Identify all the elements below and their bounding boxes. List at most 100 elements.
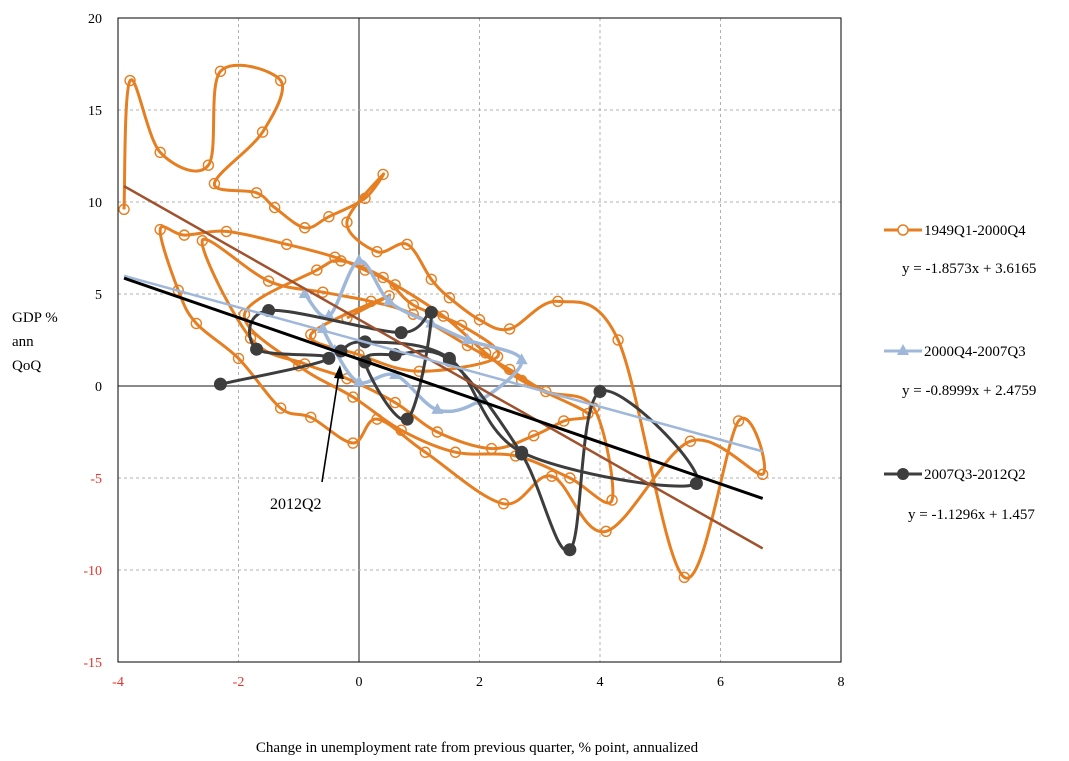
point-0-76 — [377, 271, 389, 284]
point-0-49 — [558, 415, 570, 427]
point-0-53 — [389, 396, 401, 409]
series-1 — [298, 253, 528, 414]
point-0-74 — [311, 264, 323, 276]
point-0-33 — [305, 411, 317, 423]
series-0 — [118, 63, 769, 584]
annotation-label: 2012Q2 — [270, 496, 322, 513]
point-0-35 — [232, 352, 245, 365]
legend: 1949Q1-2000Q4 y = -1.8573x + 3.6165 2000… — [884, 223, 1036, 523]
point-0-27 — [600, 525, 612, 538]
point-0-38 — [154, 223, 166, 236]
y-tick-label-4: 5 — [95, 288, 102, 303]
point-2-0 — [213, 377, 227, 391]
x-tick-label-2: 0 — [356, 675, 363, 690]
point-0-0 — [118, 203, 130, 216]
point-0-51 — [485, 442, 498, 455]
point-0-23 — [678, 571, 691, 584]
x-tick-label-1: -2 — [233, 675, 245, 690]
point-2-2 — [250, 342, 264, 356]
point-0-12 — [359, 192, 371, 205]
x-axis-label: Change in unemployment rate from previou… — [256, 740, 699, 756]
point-0-63 — [503, 363, 516, 376]
point-0-3 — [202, 159, 215, 171]
point-0-66 — [606, 494, 618, 506]
x-tick-label-5: 6 — [717, 675, 724, 690]
y-axis-label-line-1: GDP % — [12, 310, 58, 326]
trendlines — [123, 185, 764, 550]
point-0-20 — [503, 323, 516, 335]
point-0-82 — [305, 328, 317, 341]
point-0-41 — [281, 238, 293, 251]
point-2-14 — [515, 445, 529, 459]
point-0-34 — [274, 402, 287, 414]
annotation-2012q2: 2012Q2 — [270, 365, 344, 513]
point-0-31 — [371, 413, 383, 425]
point-0-7 — [208, 177, 221, 190]
point-0-19 — [473, 314, 486, 326]
trend-equation-2000-2007: y = -0.8999x + 2.4759 — [902, 383, 1036, 399]
legend-marker-2000-2007 — [897, 344, 909, 355]
point-0-24 — [732, 415, 745, 427]
x-tick-label-6: 8 — [838, 675, 845, 690]
point-0-58 — [262, 275, 275, 287]
point-2-1 — [322, 351, 336, 365]
x-tick-label-4: 4 — [597, 675, 604, 690]
point-0-46 — [479, 347, 492, 359]
point-0-8 — [250, 187, 263, 199]
point-0-4 — [214, 65, 227, 78]
point-2-11 — [563, 543, 577, 557]
point-1-9 — [389, 367, 402, 379]
annotation-arrow-head — [334, 365, 344, 379]
point-0-59 — [317, 286, 329, 298]
y-tick-label-2: -5 — [90, 472, 102, 487]
series-line-0 — [122, 63, 767, 580]
y-axis-label-line-2: ann — [12, 334, 34, 350]
legend-label-1949-2000: 1949Q1-2000Q4 — [924, 223, 1026, 239]
tick-labels: -4 -2 0 2 4 6 8 -15 -10 -5 0 5 10 15 20 — [83, 12, 844, 690]
grid — [118, 18, 841, 662]
point-2-6 — [400, 412, 414, 426]
point-1-6 — [515, 353, 528, 365]
point-0-10 — [299, 222, 311, 234]
point-0-13 — [377, 168, 389, 181]
trendline-1 — [123, 274, 764, 453]
point-2-4 — [394, 326, 408, 340]
legend-marker-2007-2012 — [897, 468, 909, 480]
point-0-9 — [268, 201, 281, 214]
legend-entry-2007-2012: 2007Q3-2012Q2 y = -1.1296x + 1.457 — [884, 467, 1035, 523]
plot-border — [117, 17, 842, 663]
x-tick-label-3: 2 — [476, 675, 483, 690]
point-1-5 — [461, 333, 474, 344]
y-tick-label-0: -15 — [83, 656, 102, 671]
point-0-1 — [124, 74, 136, 87]
point-0-39 — [178, 229, 190, 241]
legend-entry-2000-2007: 2000Q4-2007Q3 y = -0.8999x + 2.4759 — [884, 344, 1036, 399]
point-0-75 — [335, 255, 347, 267]
trendline-2 — [123, 276, 764, 500]
point-0-77 — [407, 299, 419, 311]
y-axis-label-line-3: QoQ — [12, 358, 41, 374]
point-0-30 — [419, 446, 431, 458]
series-2 — [213, 304, 703, 557]
point-0-15 — [371, 245, 383, 258]
point-0-45 — [437, 310, 450, 322]
point-2-13 — [689, 477, 703, 491]
point-0-60 — [365, 295, 377, 308]
point-2-5 — [424, 305, 438, 319]
point-0-2 — [154, 146, 166, 159]
point-0-67 — [564, 472, 576, 484]
legend-label-2000-2007: 2000Q4-2007Q3 — [924, 344, 1026, 360]
annotation-arrow — [321, 372, 340, 483]
point-0-5 — [274, 74, 287, 87]
point-0-29 — [497, 498, 510, 510]
point-0-21 — [552, 295, 564, 308]
point-0-18 — [443, 291, 456, 304]
y-tick-label-5: 10 — [88, 196, 102, 211]
point-1-8 — [431, 402, 444, 414]
series-layer — [118, 63, 769, 584]
legend-marker-1949-2000 — [897, 224, 909, 236]
y-tick-label-3: 0 — [95, 380, 102, 395]
point-0-36 — [190, 317, 203, 330]
point-0-50 — [528, 429, 540, 442]
